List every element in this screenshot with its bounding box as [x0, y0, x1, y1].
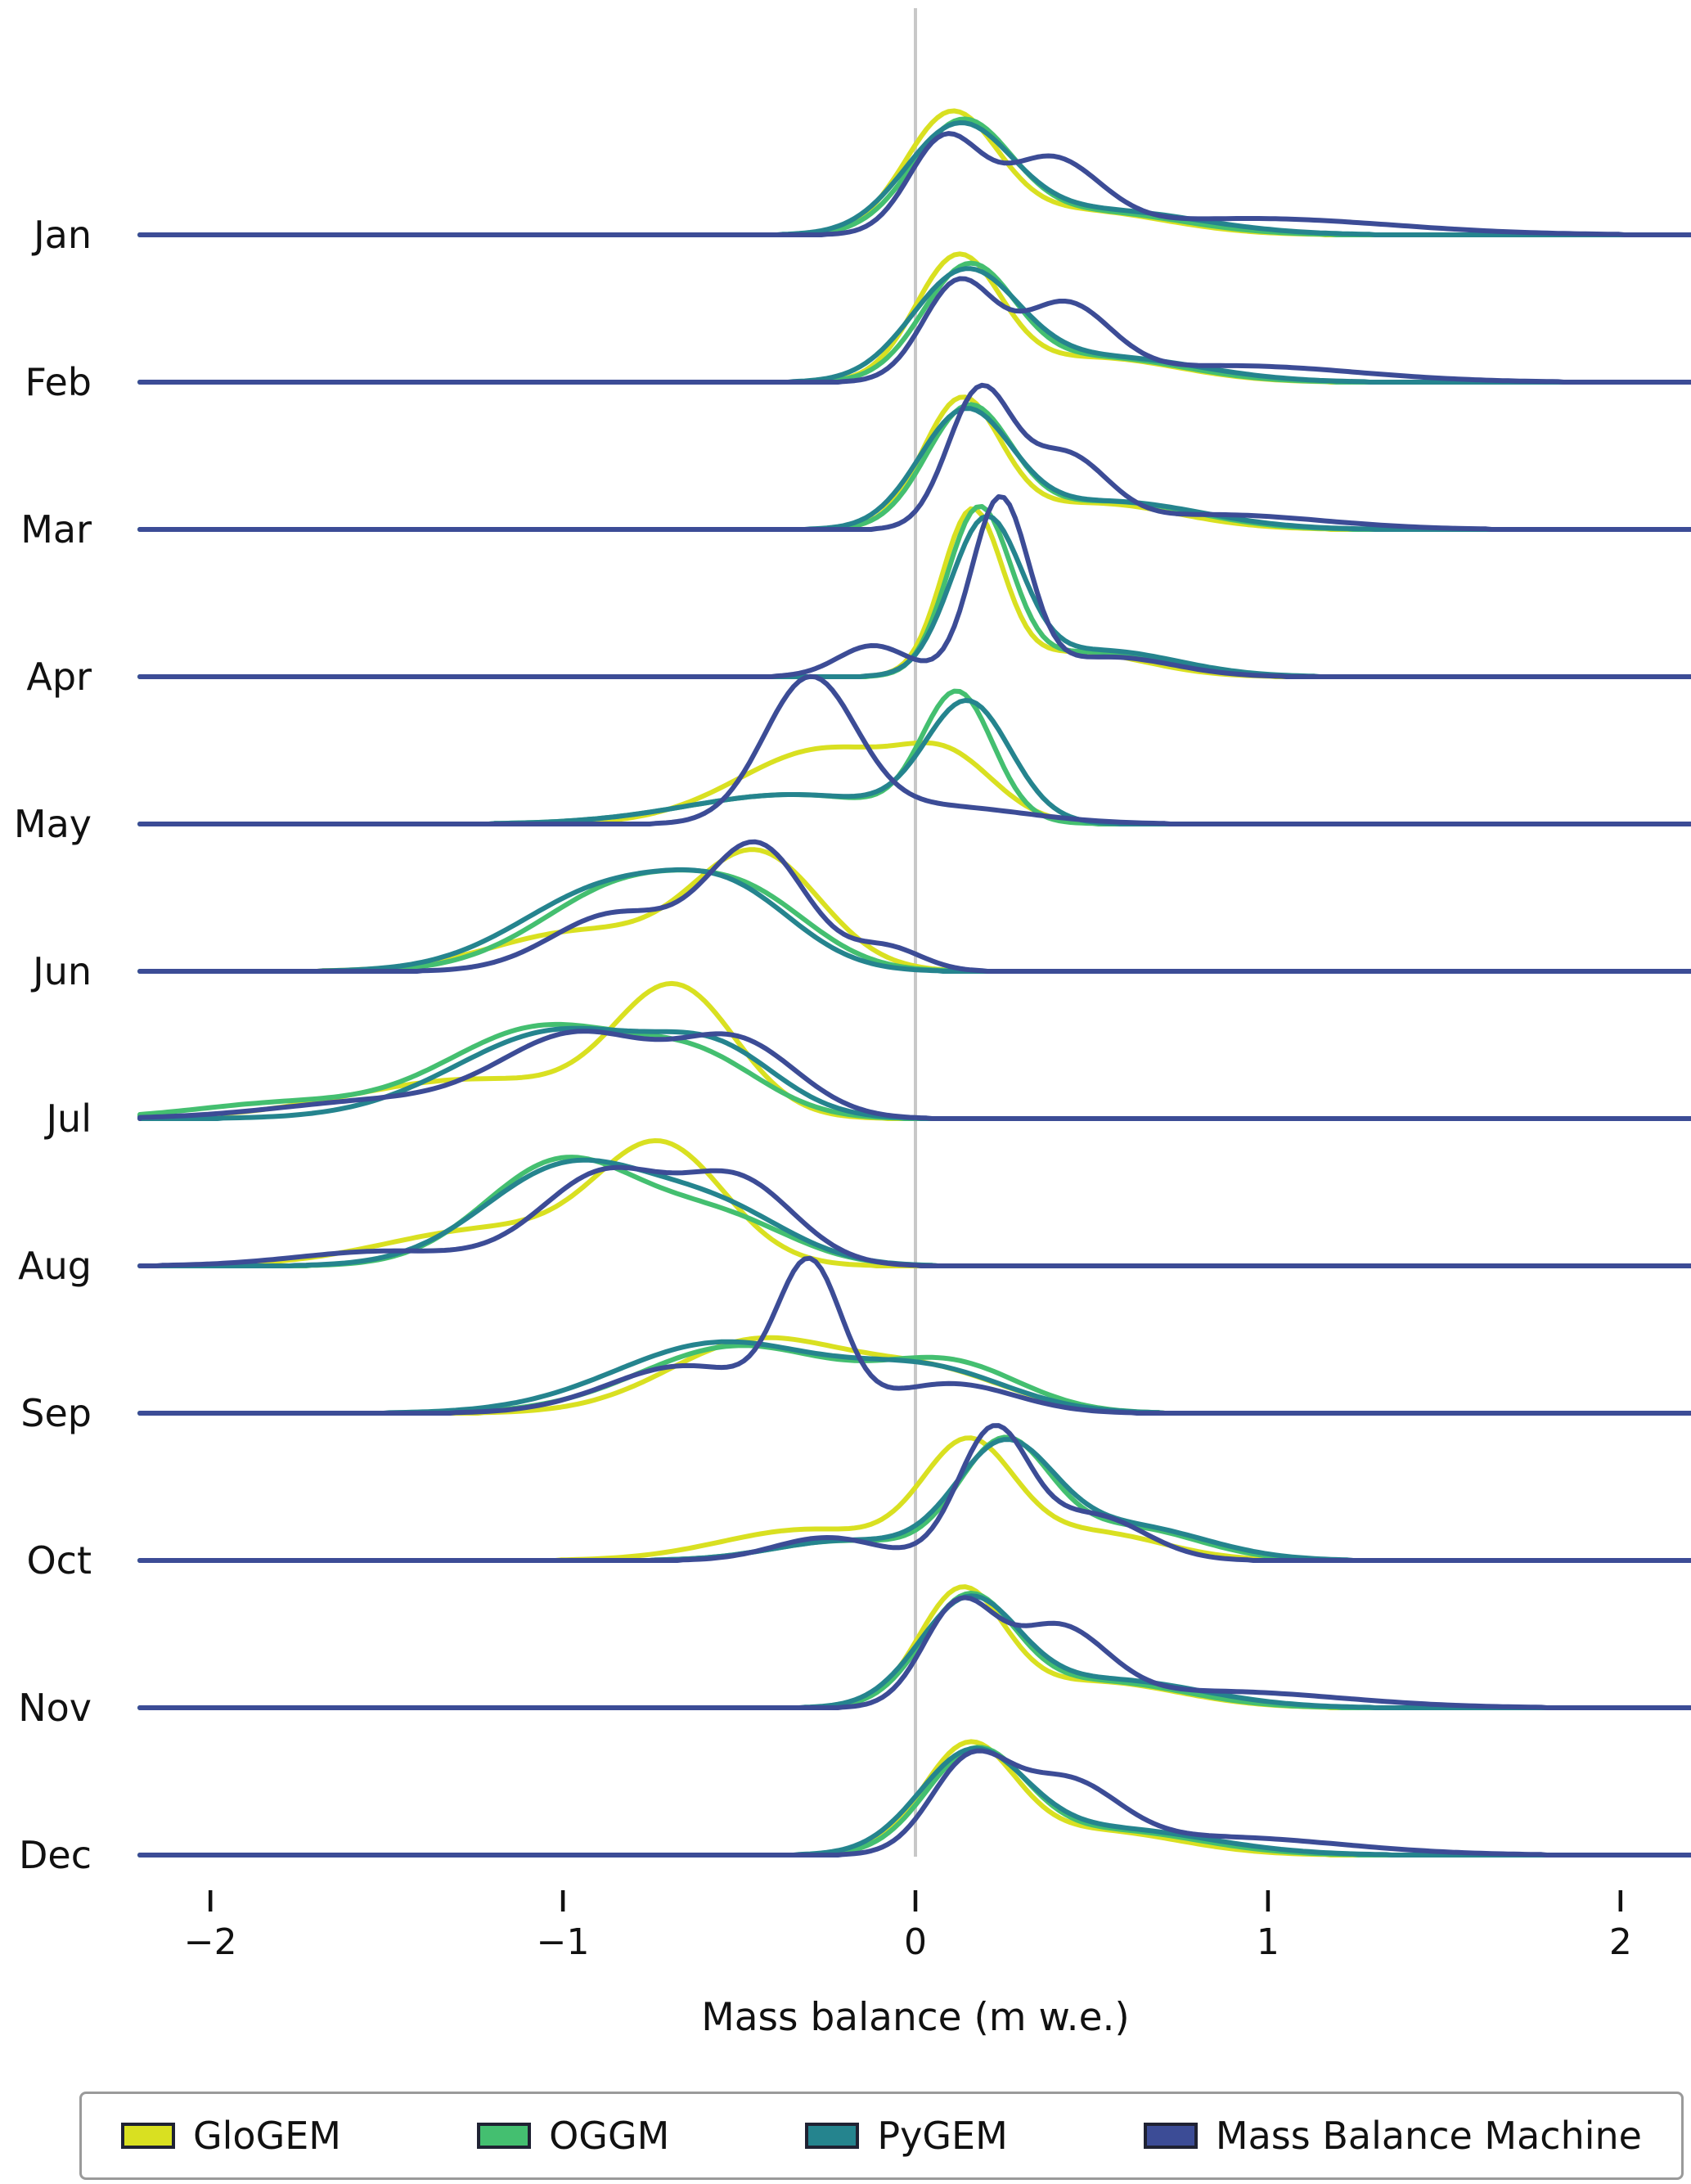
- legend-label-glogem: GloGEM: [193, 2114, 341, 2158]
- kde-curve-nov-mass-balance-machine: [137, 1595, 1691, 1710]
- row-label-may: May: [13, 802, 92, 846]
- kde-curve-jun-mass-balance-machine: [137, 839, 1691, 974]
- legend-label-oggm: OGGM: [549, 2114, 670, 2158]
- kde-curve-aug-mass-balance-machine: [137, 1164, 1691, 1268]
- x-tick-label-0: 0: [904, 1921, 927, 1963]
- row-label-feb: Feb: [25, 360, 92, 404]
- kde-curve-may-mass-balance-machine: [137, 673, 1691, 826]
- kde-curve-feb-mass-balance-machine: [137, 276, 1691, 385]
- kde-curve-oct-mass-balance-machine: [137, 1423, 1691, 1563]
- legend-item-oggm: OGGM: [477, 2114, 669, 2158]
- legend-label-pygem: PyGEM: [877, 2114, 1008, 2158]
- legend-item-mass-balance-machine: Mass Balance Machine: [1143, 2114, 1642, 2158]
- row-label-aug: Aug: [18, 1244, 92, 1288]
- legend-swatch-mass-balance-machine: [1143, 2123, 1198, 2149]
- legend-swatch-pygem: [805, 2123, 860, 2149]
- row-label-mar: Mar: [20, 507, 92, 552]
- kde-curve-jan-mass-balance-machine: [137, 131, 1691, 237]
- x-tick-label-1: −1: [536, 1921, 590, 1963]
- kde-curve-dec-mass-balance-machine: [137, 1748, 1691, 1858]
- kde-curve-apr-mass-balance-machine: [137, 494, 1691, 679]
- legend-item-glogem: GloGEM: [121, 2114, 341, 2158]
- row-label-dec: Dec: [18, 1833, 92, 1877]
- row-label-sep: Sep: [20, 1391, 92, 1435]
- kde-curve-jul-mass-balance-machine: [137, 1029, 1691, 1121]
- row-label-apr: Apr: [26, 655, 92, 699]
- legend-label-mass-balance-machine: Mass Balance Machine: [1215, 2114, 1642, 2158]
- x-axis-title: Mass balance (m w.e.): [701, 1995, 1130, 2040]
- row-label-jan: Jan: [34, 213, 92, 257]
- kde-curve-sep-mass-balance-machine: [137, 1255, 1691, 1416]
- kde-curve-mar-mass-balance-machine: [137, 382, 1691, 532]
- legend-swatch-oggm: [477, 2123, 532, 2149]
- x-tick-label-2: −2: [183, 1921, 237, 1963]
- x-tick-label-1: 1: [1256, 1921, 1279, 1963]
- row-label-nov: Nov: [18, 1686, 92, 1730]
- row-label-jun: Jun: [33, 949, 92, 993]
- legend: GloGEM OGGM PyGEM Mass Balance Machine: [79, 2092, 1684, 2180]
- legend-swatch-glogem: [121, 2123, 175, 2149]
- legend-item-pygem: PyGEM: [805, 2114, 1008, 2158]
- row-label-jul: Jul: [46, 1097, 92, 1141]
- x-tick-label-2: 2: [1608, 1921, 1632, 1963]
- row-label-oct: Oct: [26, 1538, 92, 1583]
